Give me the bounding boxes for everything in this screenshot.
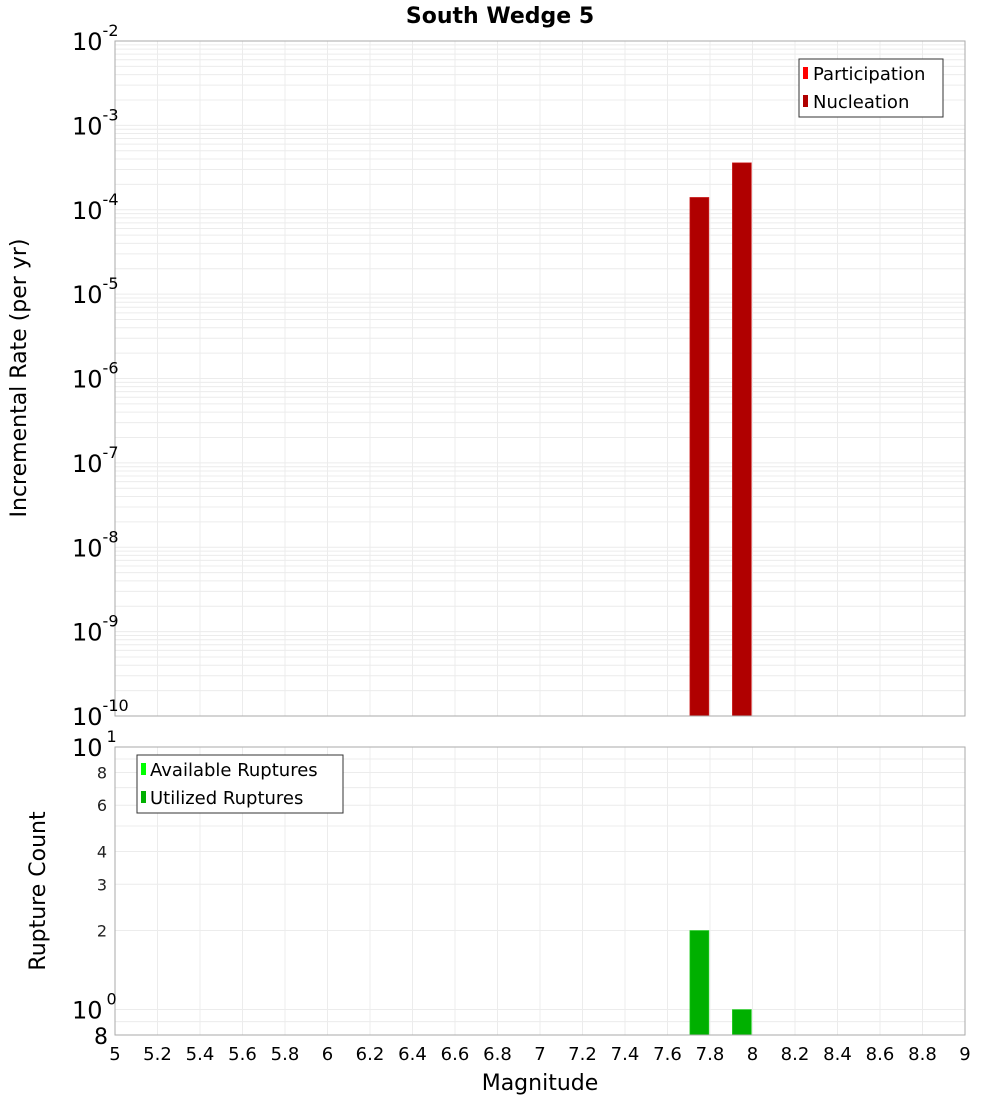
y-tick-label: 8 [97, 763, 107, 782]
x-tick-label: 5.4 [186, 1044, 215, 1065]
participation-swatch [803, 67, 808, 79]
x-tick-label: 6.8 [483, 1044, 512, 1065]
x-tick-label: 6.6 [441, 1044, 470, 1065]
count-legend: Available Ruptures Utilized Ruptures [136, 754, 344, 814]
x-tick-label: 9 [959, 1044, 970, 1065]
utilized-bar [689, 930, 710, 1036]
x-tick-label: 7.2 [568, 1044, 597, 1065]
y-tick-label: 2 [97, 922, 107, 941]
x-tick-label: 8.6 [866, 1044, 895, 1065]
x-tick-label: 6.4 [398, 1044, 427, 1065]
rate-plot-bars [689, 162, 752, 717]
nucleation-bar [732, 162, 752, 717]
y-tick-label: 10-4 [72, 190, 119, 225]
x-tick-label: 5.6 [228, 1044, 257, 1065]
chart-title: South Wedge 5 [406, 4, 594, 29]
y-tick-label: 10-7 [72, 443, 119, 478]
x-axis-label: Magnitude [482, 1071, 599, 1096]
legend-available: Available Ruptures [150, 760, 318, 781]
y-tick-label: 10-5 [72, 274, 119, 309]
y-tick-label: 10-3 [72, 105, 119, 140]
x-tick-label: 5.2 [143, 1044, 172, 1065]
y-tick-label: 10-9 [72, 612, 119, 647]
y-tick-label: 4 [97, 842, 107, 861]
rate-plot-frame [114, 40, 966, 717]
y-tick-label: 3 [97, 875, 107, 894]
y-tick-label: 10 0 [72, 990, 117, 1025]
legend-utilized: Utilized Ruptures [150, 788, 303, 809]
x-ticks: 5 5.2 5.4 5.6 5.8 6 6.2 6.4 6.6 6.8 7 7.2 7.4 7.6 7.8 8… [109, 1044, 970, 1065]
x-tick-label: 5.8 [271, 1044, 300, 1065]
x-tick-label: 8.8 [908, 1044, 937, 1065]
x-tick-label: 8.2 [781, 1044, 810, 1065]
available-swatch [141, 763, 146, 775]
rate-legend: Participation Nucleation [798, 58, 944, 118]
legend-nucleation: Nucleation [813, 92, 909, 113]
y-tick-label: 10-8 [72, 527, 119, 562]
rate-y-ticks: 10-2 10-3 10-4 10-5 10-6 10-7 10-8 10-9 10-10 [72, 21, 129, 731]
rate-plot-grid [114, 41, 966, 717]
nucleation-swatch [803, 95, 808, 107]
x-tick-label: 7.6 [653, 1044, 682, 1065]
x-tick-label: 5 [109, 1044, 120, 1065]
y-tick-label: 10 1 [72, 727, 117, 762]
x-tick-label: 6.2 [356, 1044, 385, 1065]
y-tick-label: 10-10 [72, 696, 129, 731]
x-tick-label: 7.4 [611, 1044, 640, 1065]
utilized-swatch [141, 791, 146, 803]
y-tick-label: 6 [97, 796, 107, 815]
rate-y-axis-label: Incremental Rate (per yr) [7, 239, 32, 518]
x-tick-label: 6 [322, 1044, 333, 1065]
legend-participation: Participation [813, 64, 925, 85]
rate-legend-box [798, 58, 944, 118]
x-tick-label: 8.4 [823, 1044, 852, 1065]
x-tick-label: 7.8 [696, 1044, 725, 1065]
x-tick-label: 7 [534, 1044, 545, 1065]
utilized-bar [732, 1009, 752, 1036]
nucleation-bar [689, 197, 710, 717]
count-legend-box [136, 754, 344, 814]
x-tick-label: 8 [747, 1044, 758, 1065]
count-plot-frame [114, 746, 966, 1036]
y-tick-label: 8 [94, 1025, 108, 1050]
rate-plot: 10-2 10-3 10-4 10-5 10-6 10-7 10-8 10-9 10-10 In… [7, 21, 966, 731]
count-y-axis-label: Rupture Count [26, 811, 51, 971]
y-tick-label: 10-2 [72, 21, 119, 56]
y-tick-label: 10-6 [72, 359, 119, 394]
